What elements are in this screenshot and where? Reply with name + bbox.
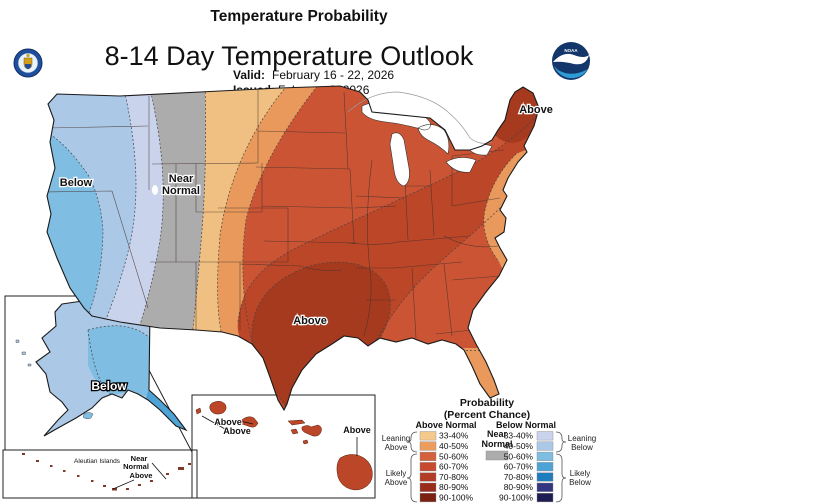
- likely-above-label-line2: Above: [385, 478, 408, 487]
- legend-below-swatch-0: [536, 431, 554, 441]
- legend-below-row-label-4: 70-80%: [504, 472, 534, 482]
- legend-below-row-label-3: 60-70%: [504, 462, 534, 472]
- legend-above-row-label-4: 70-80%: [439, 472, 469, 482]
- alaska-panhandle-region: [146, 388, 186, 430]
- legend-below-row-label-2: 50-60%: [504, 451, 534, 461]
- leaning-below-brace: [555, 431, 567, 453]
- legend-above-swatch-3: [419, 462, 437, 472]
- legend-below-swatch-2: [536, 451, 554, 461]
- leaning-above-label-line2: Above: [385, 443, 408, 452]
- alaska-contour-line: [87, 325, 153, 396]
- probability-legend: Probability (Percent Chance) Above Norma…: [382, 397, 596, 503]
- hawaiian-islands: [195, 401, 373, 491]
- great-lakes: [361, 101, 493, 187]
- legend-above-row-label-5: 80-90%: [439, 482, 469, 492]
- hawaii-above-label-3: Above: [343, 425, 371, 435]
- legend-above-row-label-6: 90-100%: [439, 493, 473, 503]
- leaning-above-brace: [406, 431, 418, 453]
- legend-near-label-line2: Normal: [481, 439, 512, 449]
- near-normal-label-line1: Near: [169, 173, 194, 185]
- legend-below-swatch-3: [536, 462, 554, 472]
- leaning-below-label-line1: Leaning: [568, 434, 596, 443]
- commerce-seal-icon: [13, 48, 43, 78]
- legend-near-label-line1: Near: [487, 429, 508, 439]
- map-title: 8-14 Day Temperature Outlook: [105, 41, 474, 71]
- legend-above-row-label-2: 50-60%: [439, 451, 469, 461]
- legend-below-swatch-6: [536, 493, 554, 503]
- conus-map: [46, 85, 540, 412]
- leaning-above-label-line1: Leaning: [382, 434, 410, 443]
- aleutian-islands-label: Aleutian Islands: [74, 458, 121, 465]
- legend-above-swatch-1: [419, 441, 437, 451]
- conus-outline: [46, 85, 540, 412]
- legend-above-swatch-6: [419, 493, 437, 503]
- aleutian-inset: Aleutian Islands Near Normal Above: [2, 449, 198, 499]
- near-normal-label-line2: Normal: [162, 185, 200, 197]
- hawaii-above-label-1: Above: [214, 417, 242, 427]
- likely-above-brace: [406, 453, 418, 503]
- aleutian-above-label: Above: [130, 471, 153, 480]
- likely-below-label-line1: Likely: [570, 469, 590, 478]
- alaska-below-label: Below: [91, 379, 127, 393]
- aleutian-above-leader-line: [112, 479, 135, 490]
- legend-above-row-label-0: 33-40%: [439, 431, 469, 441]
- hawaii-leader-line-1: [239, 420, 254, 425]
- legend-below-row-label-6: 90-100%: [499, 493, 533, 503]
- canada-outline: [347, 91, 493, 144]
- page-title: Temperature Probability: [210, 8, 388, 25]
- aleutian-near-leader-line: [151, 462, 167, 480]
- alaska-outline: [35, 298, 188, 437]
- valid-label: Valid:: [233, 68, 265, 82]
- legend-below-swatch-4: [536, 472, 554, 482]
- valid-value: February 16 - 22, 2026: [272, 68, 394, 82]
- legend-above-row-label-1: 40-50%: [439, 441, 469, 451]
- legend-below-swatch-1: [536, 441, 554, 451]
- kodiak-island: [82, 412, 94, 419]
- legend-above-swatch-2: [419, 451, 437, 461]
- noaa-logo-icon: NOAA: [552, 42, 590, 80]
- northeast-above-label: Above: [519, 104, 553, 116]
- legend-near-swatch: [485, 450, 509, 461]
- likely-above-label-line1: Likely: [386, 469, 406, 478]
- likely-below-brace: [555, 453, 567, 503]
- leaning-below-label-line2: Below: [571, 443, 593, 452]
- alaska-below-50-60-region: [88, 325, 152, 398]
- legend-title-line1: Probability: [460, 397, 514, 409]
- likely-below-label-line2: Below: [569, 478, 591, 487]
- hawaii-leader-line-2: [201, 415, 226, 430]
- legend-title-line2: (Percent Chance): [444, 409, 530, 421]
- legend-above-row-label-3: 60-70%: [439, 462, 469, 472]
- hawaii-inset: Above Above Above: [191, 394, 376, 499]
- great-salt-lake: [152, 185, 158, 195]
- legend-below-swatch-5: [536, 482, 554, 492]
- legend-below-row-label-5: 80-90%: [504, 482, 534, 492]
- noaa-logo-text: NOAA: [564, 48, 578, 53]
- bering-islands: [15, 339, 32, 367]
- legend-above-header: Above Normal: [415, 420, 476, 430]
- legend-above-swatch-0: [419, 431, 437, 441]
- legend-below-header: Below Normal: [496, 420, 556, 430]
- legend-above-swatch-5: [419, 482, 437, 492]
- aleutian-near-label-line2: Normal: [123, 462, 149, 471]
- legend-above-swatch-4: [419, 472, 437, 482]
- west-below-label: Below: [60, 177, 93, 189]
- texas-above-core-region: [251, 262, 391, 410]
- aleutian-inset-frame: [2, 449, 198, 499]
- legend-below-row-label-0: 33-40%: [504, 431, 534, 441]
- legend-below-row-label-1: 40-50%: [504, 441, 534, 451]
- south-above-label: Above: [293, 315, 327, 327]
- hawaii-above-label-2: Above: [223, 426, 251, 436]
- aleutian-near-label-line1: Near: [131, 454, 148, 463]
